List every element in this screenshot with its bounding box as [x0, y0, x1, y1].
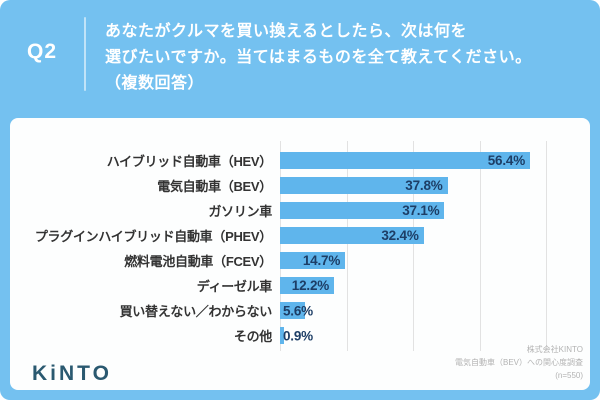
bar-track: 14.7%: [280, 252, 546, 269]
bar-row: 電気自動車（BEV） 37.8%: [10, 173, 590, 198]
category-label: プラグインハイブリッド自動車（PHEV）: [34, 229, 272, 244]
kinto-logo: KiNTO: [32, 362, 112, 386]
value-label: 5.6%: [283, 303, 313, 318]
bar: 56.4%: [280, 152, 531, 169]
bar: [280, 302, 305, 319]
bar-track: 56.4%: [280, 152, 546, 169]
value-label: 37.8%: [405, 178, 443, 193]
question-text: あなたがクルマを買い換えるとしたら、次は何を 選びたいですか。当てはまるものを全…: [105, 23, 532, 92]
bar-track: 37.8%: [280, 177, 546, 194]
bar-track: 0.9%: [280, 327, 546, 344]
value-label: 0.9%: [283, 328, 313, 343]
gridline: [546, 141, 547, 351]
logo-letter-k: K: [32, 362, 51, 385]
category-label: 買い替えない／わからない: [119, 304, 273, 319]
logo-letters-nto: NTO: [59, 362, 112, 385]
bar: 37.8%: [280, 177, 448, 194]
gridline: [346, 141, 348, 351]
category-label: その他: [233, 329, 272, 344]
source-caption: 株式会社KINTO 電気自動車（BEV）への関心度調査 (n=550): [454, 345, 583, 380]
value-label: 14.7%: [302, 253, 341, 268]
gridline: [413, 141, 414, 351]
category-label: ハイブリッド自動車（HEV）: [106, 154, 273, 169]
bar-row: 燃料電池自動車（FCEV） 14.7%: [10, 248, 590, 273]
bar-track: 37.1%: [280, 202, 546, 219]
value-label: 32.4%: [381, 228, 419, 243]
question-header: Q2 あなたがクルマを買い換えるとしたら、次は何を 選びたいですか。当てはまるも…: [0, 0, 600, 118]
bar-track: 12.2%: [280, 277, 546, 294]
bar-row: 買い替えない／わからない 5.6%: [10, 298, 590, 323]
bar-row: ハイブリッド自動車（HEV） 56.4%: [10, 148, 590, 173]
value-label: 37.1%: [402, 203, 440, 218]
category-label: 燃料電池自動車（FCEV）: [124, 254, 272, 269]
category-label: ガソリン車: [208, 204, 272, 219]
bar-row: プラグインハイブリッド自動車（PHEV） 32.4%: [10, 223, 590, 248]
bar: 37.1%: [280, 202, 445, 219]
bar-track: 32.4%: [280, 227, 546, 244]
gridline-layer: [280, 141, 547, 351]
bar: 12.2%: [280, 277, 335, 294]
bar-row: その他 0.9%: [10, 323, 590, 348]
bar: 14.7%: [280, 252, 346, 269]
value-label: 12.2%: [291, 278, 330, 293]
logo-letter-i: i: [50, 362, 60, 385]
bar-track: 5.6%: [280, 302, 546, 319]
question-number: Q2: [26, 40, 57, 63]
bar-rows: ハイブリッド自動車（HEV） 56.4% 電気自動車（BEV） 37.8% ガソリン車 3…: [10, 148, 590, 348]
category-label: ディーゼル車: [196, 279, 273, 294]
bar-row: ガソリン車 37.1%: [10, 198, 590, 223]
category-label: 電気自動車（BEV）: [157, 179, 272, 194]
gridline: [280, 141, 281, 351]
value-label: 56.4%: [487, 153, 526, 168]
chart-panel: ハイブリッド自動車（HEV） 56.4% 電気自動車（BEV） 37.8% ガソリン車 3…: [10, 118, 590, 390]
bar-row: ディーゼル車 12.2%: [10, 273, 590, 298]
bar-chart: ハイブリッド自動車（HEV） 56.4% 電気自動車（BEV） 37.8% ガソリン車 3…: [10, 141, 590, 351]
bar: 32.4%: [280, 227, 424, 244]
bar: [280, 327, 284, 344]
gridline: [479, 141, 481, 351]
header-divider: [84, 17, 86, 91]
